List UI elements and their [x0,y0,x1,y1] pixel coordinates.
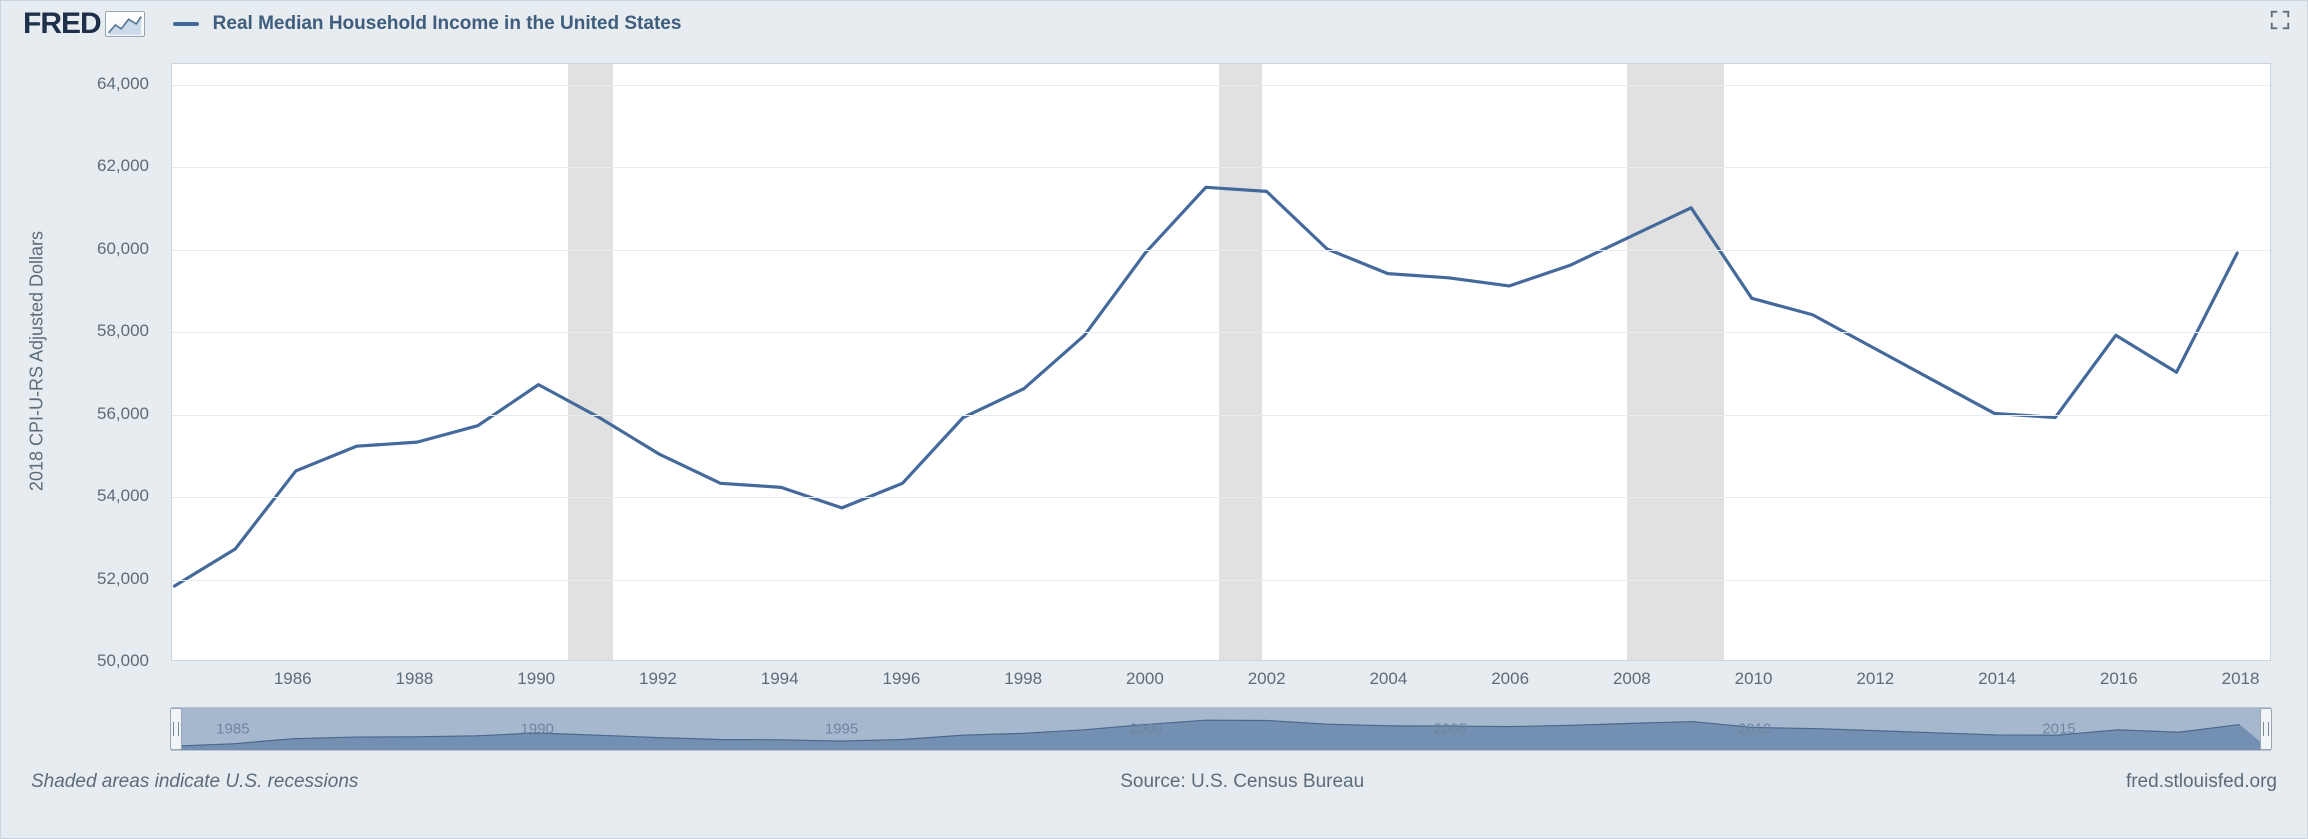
navigator-tick-label: 2015 [2042,721,2075,738]
y-tick-label: 52,000 [79,569,149,589]
fullscreen-button[interactable] [2269,9,2291,31]
x-tick-label: 1990 [506,669,566,689]
chart-header: FRED Real Median Household Income in the… [23,7,2285,41]
navigator-tick-label: 1990 [521,721,554,738]
expand-icon [2269,9,2291,31]
navigator-tick-label: 1995 [825,721,858,738]
y-tick-label: 54,000 [79,486,149,506]
y-tick-label: 50,000 [79,651,149,671]
fred-logo: FRED [23,7,145,41]
x-tick-label: 2018 [2211,669,2271,689]
recession-note: Shaded areas indicate U.S. recessions [31,771,358,793]
line-chart-svg [172,64,2270,660]
x-tick-label: 2004 [1358,669,1418,689]
y-tick-label: 56,000 [79,404,149,424]
gridline [172,250,2270,251]
legend-series-label: Real Median Household Income in the Unit… [213,13,682,35]
navigator-tick-label: 2005 [1434,721,1467,738]
x-tick-label: 2010 [1724,669,1784,689]
navigator-tick-label: 2010 [1738,721,1771,738]
gridline [172,332,2270,333]
legend-color-sample [173,22,199,26]
x-tick-label: 2008 [1602,669,1662,689]
y-tick-label: 60,000 [79,239,149,259]
source-text: Source: U.S. Census Bureau [1120,771,1364,793]
fred-chart-icon [105,11,145,37]
x-tick-label: 1994 [750,669,810,689]
navigator-tick-label: 2000 [1129,721,1162,738]
x-tick-label: 2016 [2089,669,2149,689]
x-tick-label: 1992 [628,669,688,689]
gridline [172,580,2270,581]
gridline [172,497,2270,498]
range-navigator[interactable]: 1985 1990 1995 2000 2005 2010 2015 [171,707,2271,751]
series-line [175,187,2238,586]
gridline [172,662,2270,663]
y-axis-label: 2018 CPI-U-RS Adjusted Dollars [27,231,48,491]
x-tick-label: 2014 [1967,669,2027,689]
y-tick-label: 62,000 [79,156,149,176]
x-tick-label: 2002 [1237,669,1297,689]
x-tick-label: 2006 [1480,669,1540,689]
gridline [172,415,2270,416]
chart-footer: Shaded areas indicate U.S. recessions So… [31,771,2277,793]
x-tick-label: 2012 [1845,669,1905,689]
attribution-text: fred.stlouisfed.org [2126,771,2277,793]
x-tick-label: 1986 [263,669,323,689]
y-tick-label: 58,000 [79,321,149,341]
plot-area[interactable] [171,63,2271,661]
y-tick-label: 64,000 [79,74,149,94]
fred-chart-container: FRED Real Median Household Income in the… [0,0,2308,839]
gridline [172,85,2270,86]
fred-chart-icon-svg [106,12,144,37]
x-tick-label: 1996 [871,669,931,689]
fred-logo-text: FRED [23,7,101,41]
gridline [172,167,2270,168]
navigator-handle-left[interactable] [170,708,182,750]
navigator-handle-right[interactable] [2260,708,2272,750]
navigator-selection-mask [172,708,2270,750]
x-tick-label: 1988 [384,669,444,689]
x-tick-label: 2000 [1115,669,1175,689]
x-tick-label: 1998 [993,669,1053,689]
navigator-tick-label: 1985 [216,721,249,738]
